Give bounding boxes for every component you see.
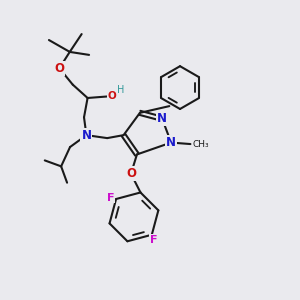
Text: N: N (81, 129, 92, 142)
Text: O: O (54, 62, 64, 75)
Text: O: O (126, 167, 136, 180)
Text: H: H (117, 85, 125, 95)
Text: F: F (150, 235, 157, 245)
Text: N: N (166, 136, 176, 149)
Text: CH₃: CH₃ (193, 140, 209, 148)
Text: N: N (157, 112, 167, 125)
Text: O: O (108, 91, 116, 100)
Text: F: F (107, 193, 115, 202)
